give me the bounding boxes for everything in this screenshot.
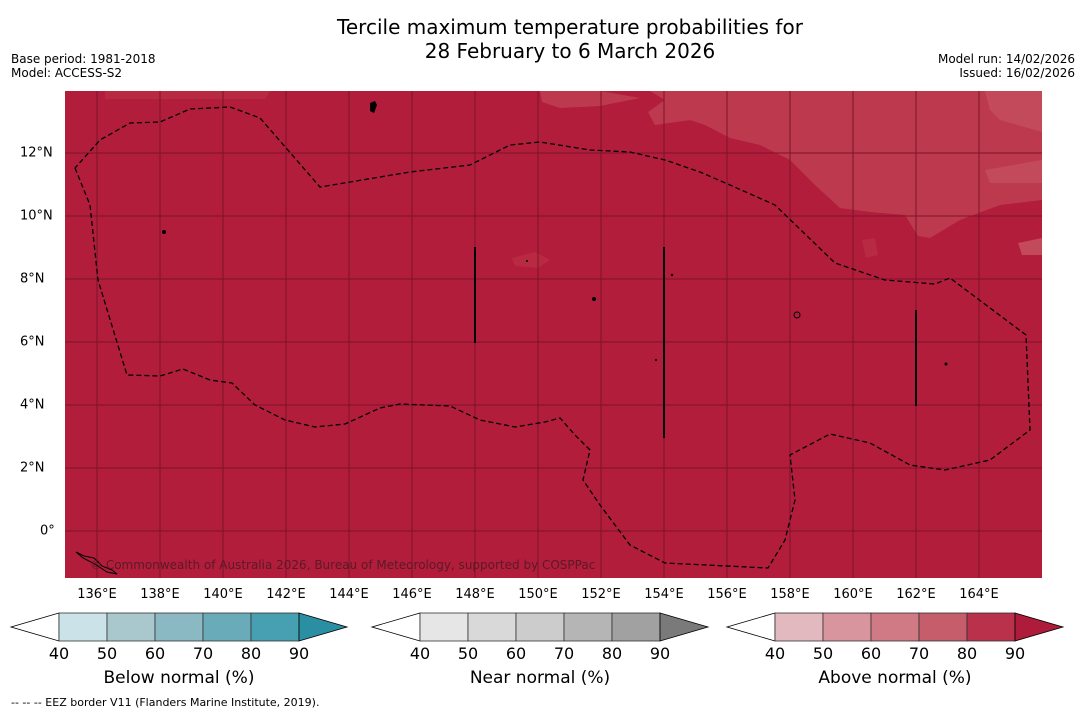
x-tick: 140°E [203, 587, 243, 602]
colorbar-tick: 60 [860, 644, 882, 663]
right-meta: Model run: 14/02/2026 Issued: 16/02/2026 [938, 52, 1075, 80]
colorbar-segment [822, 612, 872, 642]
colorbar-segment [250, 612, 300, 642]
x-tick: 148°E [455, 587, 495, 602]
colorbar-tick: 90 [288, 644, 310, 663]
colorbar-above-normal: 40 50 60 70 80 90 Above normal (%) [725, 612, 1065, 702]
colorbar-segment [202, 612, 252, 642]
title-line-2: 28 February to 6 March 2026 [424, 39, 716, 63]
x-tick: 162°E [896, 587, 936, 602]
colorbar-tick: 50 [812, 644, 834, 663]
colorbar-max-extension [1014, 612, 1065, 642]
y-tick: 0° [40, 523, 55, 539]
colorbar-tick: 80 [240, 644, 262, 663]
colorbar-segment [870, 612, 920, 642]
y-tick: 6°N [20, 334, 45, 350]
colorbar-tick: 90 [1004, 644, 1026, 663]
colorbar-segment [563, 612, 613, 642]
boundary-lines [474, 247, 917, 438]
y-tick: 12°N [20, 145, 53, 161]
colorbar-tick: 90 [649, 644, 671, 663]
x-tick: 142°E [266, 587, 306, 602]
probability-map [65, 91, 1042, 578]
colorbar-tick: 60 [144, 644, 166, 663]
colorbar-label: Above normal (%) [818, 668, 972, 688]
colorbar-tick: 70 [908, 644, 930, 663]
colorbar-tick: 60 [505, 644, 527, 663]
colorbar-segment [419, 612, 469, 642]
colorbar-segment [154, 612, 204, 642]
colorbar-label: Below normal (%) [103, 668, 255, 688]
x-tick: 156°E [707, 587, 747, 602]
lightest-region [985, 91, 1042, 255]
colorbar-tick: 70 [553, 644, 575, 663]
x-tick: 154°E [644, 587, 684, 602]
islands [75, 101, 948, 575]
colorbar-segment [467, 612, 517, 642]
colorbar-tick: 80 [601, 644, 623, 663]
colorbar-max-extension [659, 612, 710, 642]
colorbar-tick: 80 [956, 644, 978, 663]
colorbar-min-extension [370, 612, 421, 642]
colorbar-tick: 40 [409, 644, 431, 663]
colorbar-tick: 40 [48, 644, 70, 663]
x-tick: 150°E [518, 587, 558, 602]
colorbar-segment [515, 612, 565, 642]
colorbar-swatches [9, 612, 349, 642]
y-tick: 4°N [20, 397, 45, 413]
colorbar-tick: 50 [457, 644, 479, 663]
colorbar-segment [611, 612, 661, 642]
copyright-notice: © Commonwealth of Australia 2026, Bureau… [90, 558, 596, 572]
x-tick: 160°E [833, 587, 873, 602]
colorbar-label: Near normal (%) [469, 668, 611, 688]
x-tick: 152°E [581, 587, 621, 602]
colorbar-segment [774, 612, 824, 642]
y-tick: 2°N [20, 460, 45, 476]
map-title: Tercile maximum temperature probabilitie… [0, 15, 1085, 63]
colorbar-tick: 70 [192, 644, 214, 663]
colorbar-tick: 50 [96, 644, 118, 663]
base-period: Base period: 1981-2018 [11, 52, 156, 66]
colorbar-tick: 40 [764, 644, 786, 663]
eez-border [74, 106, 1031, 569]
colorbar-max-extension [298, 612, 349, 642]
x-tick: 138°E [140, 587, 180, 602]
model-name: Model: ACCESS-S2 [11, 66, 123, 80]
title-line-1: Tercile maximum temperature probabilitie… [337, 15, 803, 39]
colorbar-min-extension [9, 612, 60, 642]
y-tick: 10°N [20, 208, 53, 224]
colorbar-near-normal: 40 50 60 70 80 90 Near normal (%) [370, 612, 710, 702]
colorbar-segment [966, 612, 1016, 642]
x-tick: 158°E [770, 587, 810, 602]
colorbar-segment [106, 612, 156, 642]
issued-date: Issued: 16/02/2026 [959, 66, 1075, 80]
colorbar-below-normal: 40 50 60 70 80 90 Below normal (%) [9, 612, 349, 702]
colorbar-swatches [370, 612, 710, 642]
colorbar-segment [918, 612, 968, 642]
colorbar-segment [58, 612, 108, 642]
y-tick: 8°N [20, 271, 45, 287]
colorbar-min-extension [725, 612, 776, 642]
eez-footnote: -- -- -- EEZ border V11 (Flanders Marine… [11, 696, 320, 709]
left-meta: Base period: 1981-2018 Model: ACCESS-S2 [11, 52, 156, 80]
model-run: Model run: 14/02/2026 [937, 52, 1075, 66]
x-tick: 146°E [392, 587, 432, 602]
colorbar-swatches [725, 612, 1065, 642]
x-tick: 136°E [77, 587, 117, 602]
x-tick: 144°E [329, 587, 369, 602]
x-tick: 164°E [959, 587, 999, 602]
